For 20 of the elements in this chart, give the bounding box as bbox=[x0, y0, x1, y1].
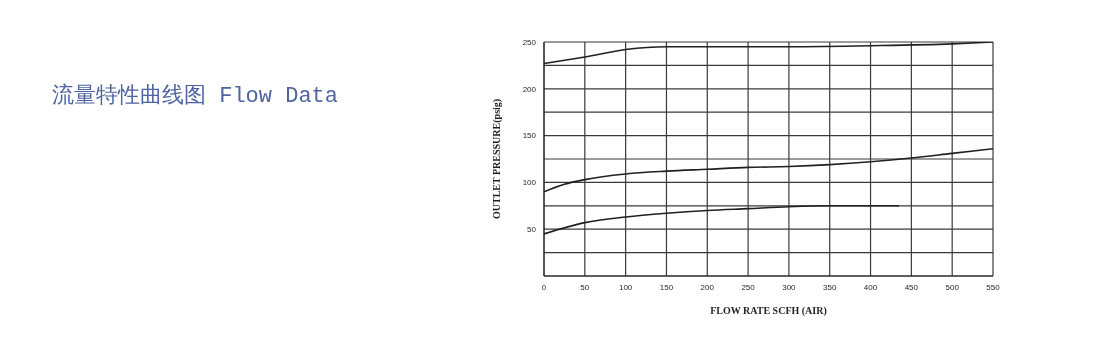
x-tick-label: 250 bbox=[741, 282, 756, 292]
x-tick-label: 550 bbox=[986, 282, 1001, 292]
y-tick-label: 200 bbox=[522, 84, 537, 94]
x-tick-label: 150 bbox=[659, 282, 674, 292]
x-tick-label: 100 bbox=[618, 282, 633, 292]
x-tick-label: 400 bbox=[863, 282, 878, 292]
x-tick-label: 50 bbox=[580, 282, 590, 292]
x-axis-title: FLOW RATE SCFH (AIR) bbox=[710, 305, 827, 317]
x-tick-label: 200 bbox=[700, 282, 715, 292]
y-tick-label: 150 bbox=[522, 131, 537, 141]
x-tick-label: 0 bbox=[541, 282, 547, 292]
text: 流量特性曲线图 Flow Data bbox=[52, 82, 339, 110]
x-tick-label: 300 bbox=[782, 282, 797, 292]
y-tick-label: 100 bbox=[522, 178, 537, 188]
y-tick-label: 250 bbox=[522, 37, 537, 47]
x-tick-label: 500 bbox=[945, 282, 960, 292]
x-tick-label: 450 bbox=[904, 282, 919, 292]
y-axis-title: OUTLET PRESSURE(psig) bbox=[490, 98, 503, 219]
y-tick-label: 50 bbox=[527, 225, 537, 235]
x-tick-label: 350 bbox=[823, 282, 837, 292]
